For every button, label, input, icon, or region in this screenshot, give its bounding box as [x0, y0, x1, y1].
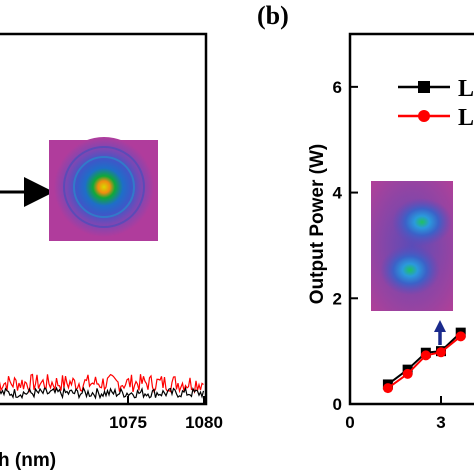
panel-a-series-line: [0, 373, 204, 395]
panel-a-plot-frame: [0, 32, 208, 406]
panel-b-mode-profile-image: [371, 181, 453, 311]
panel-b-y-tick-label: 0: [333, 395, 342, 414]
panel-b-y-axis-title: Output Power (W): [307, 144, 328, 304]
panel-a-x-tick-label: 1075: [109, 413, 147, 432]
legend-circle-marker: [418, 110, 430, 122]
panel-b-data-point: [402, 368, 413, 379]
legend-entry-black: L: [458, 76, 474, 102]
panel-a-series-line: [0, 385, 205, 400]
panel-b-y-ticks: 0 2 4 6: [333, 78, 358, 414]
panel-b-y-tick-label: 6: [333, 78, 342, 97]
panel-b-x-tick-label: 3: [436, 413, 445, 432]
panel-b-data-point: [420, 350, 431, 361]
legend-square-marker: [418, 81, 430, 93]
legend-entry-red: L: [458, 105, 474, 131]
panel-b-data-point: [382, 383, 393, 394]
panel-a-x-ticks: [127, 396, 205, 404]
panel-a-x-tick-label: 1080: [185, 413, 223, 432]
panel-b-data-point: [455, 331, 466, 342]
panel-a-noise-floor: [0, 373, 205, 400]
panel-b-x-tick-label: 0: [345, 413, 354, 432]
panel-a-mode-profile-image: [49, 137, 158, 241]
panel-b-legend: L L: [398, 76, 474, 131]
panel-b-arrow-icon: [434, 320, 446, 345]
panel-a-x-axis-title: h (nm): [0, 450, 56, 471]
panel-b-plot-frame: [348, 32, 474, 406]
panel-b-y-tick-label: 4: [333, 184, 343, 203]
panel-b-label: (b): [257, 1, 289, 30]
panel-a: 1075 1080 h (nm): [0, 32, 223, 471]
panel-b-data-point: [436, 347, 446, 358]
panel-b-series-group: [382, 327, 466, 394]
panel-b-series-line: [387, 335, 462, 389]
panel-b-y-tick-label: 2: [333, 289, 342, 308]
